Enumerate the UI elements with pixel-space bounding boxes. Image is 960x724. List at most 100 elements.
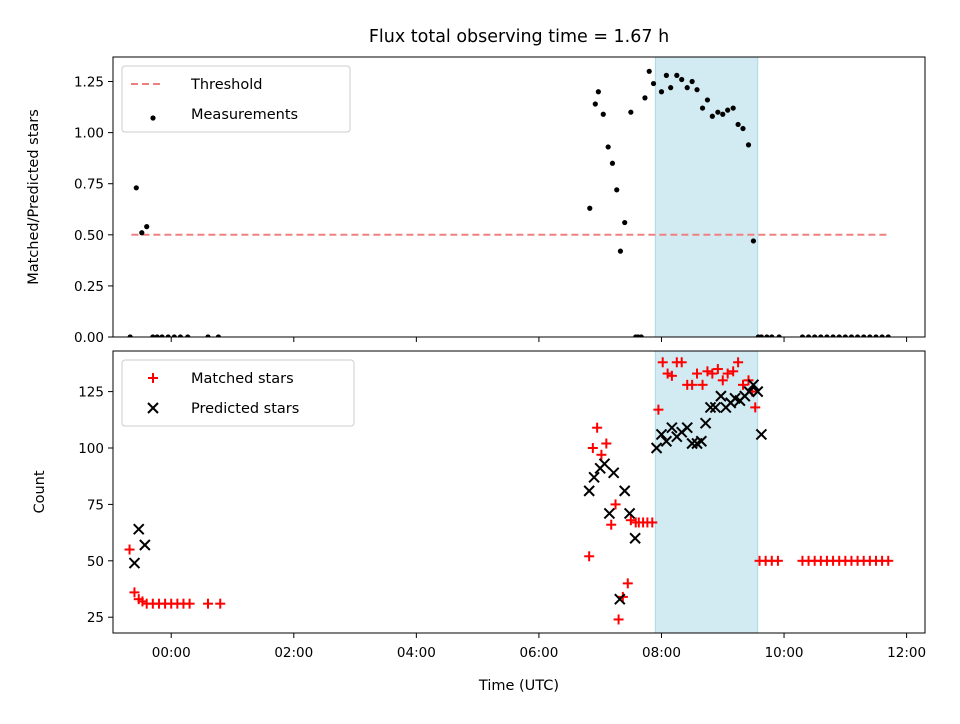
top-measurements-point-67 [885, 334, 891, 337]
bottom-predicted-stars-marker-2 [139, 539, 151, 551]
top-measurements-point-25 [638, 334, 644, 337]
bottom-predicted-stars-marker-24 [704, 401, 717, 414]
bottom-predicted-stars-marker-20 [686, 437, 698, 450]
top-measurements-point-42 [725, 107, 731, 113]
bottom-predicted-stars-marker-4 [588, 471, 600, 484]
top-measurements-point-13 [587, 205, 593, 211]
top-measurements-point-32 [674, 72, 680, 78]
top-measurements-point-18 [609, 160, 616, 166]
top-measurements-point-20 [617, 248, 624, 254]
top-measurements-point-66 [879, 334, 885, 337]
top-measurements-point-30 [663, 72, 669, 78]
top-y-tick-label-1: 0.25 [74, 279, 104, 295]
bottom-predicted-stars-marker-9 [614, 593, 626, 605]
bottom-matched-stars-marker-69 [883, 555, 894, 566]
bottom-predicted-stars-marker-6 [598, 458, 611, 470]
bottom-y-tick-label-0: 25 [87, 610, 104, 626]
top-legend-measurements-swatch [150, 115, 156, 121]
top-legend-box [121, 65, 351, 133]
bottom-predicted-stars-marker-3 [583, 485, 595, 497]
bottom-axes-frame [112, 350, 926, 634]
top-measurements-point-5 [154, 334, 160, 337]
bottom-matched-stars-marker-38 [692, 368, 703, 379]
top-measurements-point-40 [715, 109, 721, 115]
bottom-matched-stars-marker-1 [129, 587, 140, 598]
top-measurements-point-38 [704, 97, 711, 103]
bottom-predicted-stars-marker-22 [695, 435, 708, 447]
chart-title: Flux total observing time = 1.67 h [369, 27, 669, 47]
bottom-x-tick-label-1: 02:00 [274, 645, 313, 661]
bottom-predicted-stars-marker-1 [133, 523, 145, 535]
bottom-matched-stars-marker-14 [584, 551, 595, 562]
top-legend: Threshold Measurements [121, 65, 351, 133]
bottom-matched-stars-marker-21 [613, 614, 624, 625]
bottom-matched-stars-marker-39 [697, 379, 708, 390]
top-measurements-point-26 [642, 95, 648, 101]
bottom-matched-stars-marker-17 [596, 449, 607, 460]
top-measurements-point-52 [776, 334, 782, 337]
top-measurements-point-56 [818, 334, 824, 337]
top-measurements-point-45 [740, 125, 746, 132]
bottom-matched-stars-marker-50 [750, 402, 761, 413]
bottom-matched-stars-marker-43 [717, 375, 728, 386]
bottom-plot-area [124, 357, 894, 625]
bottom-predicted-stars-marker-7 [603, 507, 616, 520]
top-measurements-point-37 [699, 105, 706, 111]
bottom-predicted-stars-marker-25 [709, 401, 722, 414]
top-measurements-point-46 [745, 142, 752, 148]
bottom-matched-stars-marker-12 [202, 598, 213, 609]
bottom-matched-stars-marker-46 [733, 357, 744, 368]
top-y-tick-label-0: 0.00 [74, 330, 104, 346]
top-y-tick-label-5: 1.25 [74, 75, 104, 91]
bottom-matched-stars-marker-15 [587, 443, 598, 454]
bottom-matched-stars-marker-19 [606, 519, 617, 530]
bottom-predicted-stars-marker-13 [650, 442, 663, 454]
top-measurements-point-53 [799, 334, 806, 337]
top-measurements-point-28 [650, 80, 657, 87]
top-y-tick-label-4: 1.00 [74, 126, 104, 142]
top-observing-window-span [654, 56, 759, 338]
top-measurements-point-63 [861, 334, 867, 337]
top-legend-measurements-label: Measurements [191, 107, 298, 123]
top-measurements-point-50 [764, 334, 770, 337]
bottom-matched-stars-marker-30 [653, 404, 664, 415]
top-measurements-point-27 [646, 68, 652, 74]
top-measurements-point-65 [873, 334, 879, 337]
top-measurements-point-35 [689, 78, 695, 85]
bottom-matched-stars-marker-20 [610, 499, 621, 510]
top-measurements-point-44 [735, 121, 741, 128]
bottom-matched-stars-marker-11 [184, 598, 195, 609]
top-measurements-point-39 [709, 113, 715, 119]
bottom-predicted-stars-marker-10 [619, 485, 631, 497]
bottom-matched-stars-marker-13 [215, 598, 226, 609]
bottom-predicted-stars-marker-0 [128, 557, 141, 569]
bottom-matched-stars-marker-44 [722, 368, 733, 379]
top-measurements-point-3 [144, 224, 150, 230]
top-measurements-point-1 [133, 185, 139, 191]
top-measurements-point-11 [205, 334, 211, 337]
top-measurements-point-14 [592, 101, 598, 107]
bottom-legend-predicted-stars-label: Predicted stars [191, 401, 299, 417]
bottom-y-tick-label-4: 125 [78, 385, 104, 401]
top-y-tick-label-3: 0.75 [74, 177, 104, 193]
bottom-y-tick-label-1: 50 [87, 554, 104, 570]
top-measurements-point-58 [830, 334, 836, 337]
top-legend-threshold-label: Threshold [190, 77, 262, 93]
top-measurements-point-49 [758, 334, 764, 337]
bottom-matched-stars-marker-41 [707, 368, 718, 379]
top-measurements-point-12 [215, 334, 222, 337]
top-measurements-point-15 [595, 89, 601, 95]
top-measurements-point-57 [824, 334, 830, 337]
top-measurements-point-21 [622, 219, 628, 226]
top-measurements-point-8 [171, 334, 177, 337]
bottom-matched-stars-marker-47 [737, 379, 748, 390]
top-measurements-point-59 [836, 334, 842, 337]
top-measurements-point-62 [854, 334, 861, 337]
bottom-predicted-stars-marker-23 [699, 417, 712, 429]
bottom-legend-matched-stars-marker-swatch [148, 373, 158, 383]
bottom-predicted-stars-marker-35 [755, 428, 768, 441]
bottom-predicted-stars-marker-33 [747, 379, 760, 391]
bottom-matched-stars-marker-54 [772, 555, 783, 566]
top-measurements-point-22 [628, 109, 634, 115]
top-measurements-point-9 [177, 334, 184, 337]
